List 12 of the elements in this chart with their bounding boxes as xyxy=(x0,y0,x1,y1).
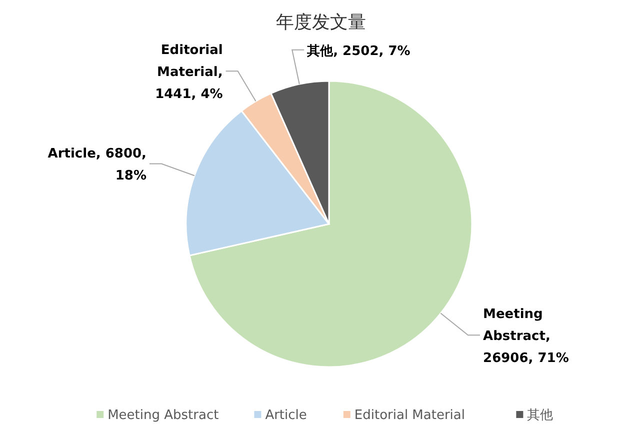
legend-label: Meeting Abstract xyxy=(108,408,219,423)
text: 1441, 4% xyxy=(155,87,223,102)
category-label: Article, 6800, xyxy=(48,146,147,162)
legend-label: Article xyxy=(265,408,307,423)
legend-label: 其他 xyxy=(527,408,554,423)
category-label: 其他, 2502, 7% xyxy=(307,44,410,59)
text: 26906, 71% xyxy=(483,351,569,366)
category-label: Meeting Abstract, xyxy=(483,307,550,344)
text: 18% xyxy=(115,168,147,184)
legend-label: Editorial Material xyxy=(354,408,466,423)
category-label: Editorial Material, xyxy=(157,43,223,80)
chart-title: 年度发文量 xyxy=(276,12,366,33)
